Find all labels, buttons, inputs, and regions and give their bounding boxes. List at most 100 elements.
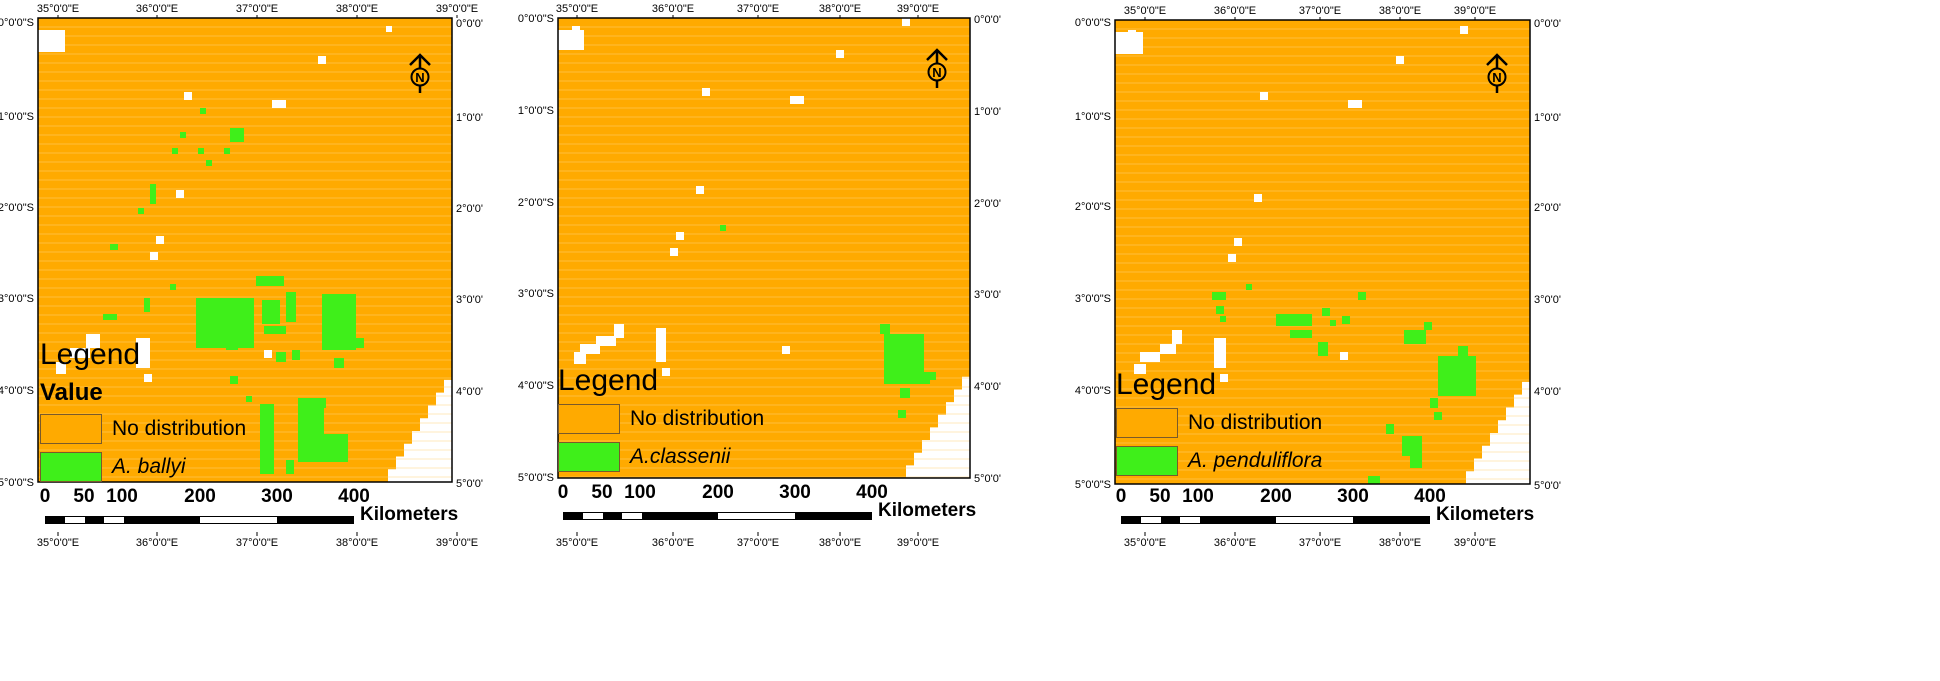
top-longitude-label: 36°0'0"E — [652, 3, 694, 15]
gap-cell — [86, 334, 100, 348]
scale-tick-label: 0 — [1115, 486, 1127, 507]
distribution-cell — [260, 404, 274, 474]
gap-cell — [662, 368, 670, 376]
legend-item-label: No distribution — [112, 417, 247, 440]
right-latitude-label: 5°0'0' — [1534, 480, 1561, 492]
bottom-longitude-label: 36°0'0"E — [136, 537, 178, 549]
bottom-longitude-label: 37°0'0"E — [236, 537, 278, 549]
scale-segment — [1352, 517, 1429, 523]
scale-segment — [602, 513, 622, 519]
no-distribution-area — [1115, 20, 1530, 484]
left-latitude-label: 4°0'0"S — [1075, 385, 1111, 397]
distribution-cell — [314, 434, 348, 462]
bottom-longitude-label: 39°0'0"E — [897, 537, 939, 549]
map-frame — [37, 17, 453, 483]
scale-tick-label: 100 — [106, 486, 138, 507]
gap-cell — [574, 352, 586, 364]
scale-segment — [64, 517, 85, 523]
legend: Legend No distribution A. penduliflora — [1116, 370, 1322, 476]
top-longitude-label: 38°0'0"E — [819, 3, 861, 15]
right-latitude-label: 4°0'0' — [974, 381, 1001, 393]
scale-unit: Kilometers — [878, 500, 977, 521]
scale-segment — [84, 517, 104, 523]
right-latitude-label: 4°0'0' — [456, 386, 483, 398]
left-latitude-label: 0°0'0"S — [518, 13, 554, 25]
right-latitude-label: 0°0'0' — [1534, 18, 1561, 30]
scale-segment — [276, 517, 353, 523]
gap-cell — [580, 344, 600, 354]
distribution-cell — [1322, 308, 1330, 316]
scale-segment — [794, 513, 871, 519]
distribution-cell — [286, 460, 294, 474]
top-longitude-label: 38°0'0"E — [1379, 5, 1421, 17]
distribution-cell — [1358, 292, 1366, 300]
distribution-cell — [1342, 316, 1350, 324]
no-distribution-area — [38, 18, 452, 482]
top-longitude-label: 37°0'0"E — [737, 3, 779, 15]
gap-cell — [1260, 92, 1268, 100]
scale-segment — [1199, 517, 1276, 523]
distribution-cell — [1404, 330, 1426, 344]
distribution-cell — [1402, 436, 1422, 456]
bottom-longitude-label: 37°0'0"E — [737, 537, 779, 549]
distribution-cell — [354, 338, 364, 348]
right-latitude-label: 3°0'0' — [456, 294, 483, 306]
gap-cell — [572, 26, 580, 34]
scale-segment — [46, 517, 65, 523]
left-latitude-label: 2°0'0"S — [518, 197, 554, 209]
bottom-longitude-label: 37°0'0"E — [1299, 537, 1341, 549]
top-longitude-label: 35°0'0"E — [37, 3, 79, 15]
distribution-cell — [318, 398, 326, 408]
gap-cell — [52, 30, 60, 38]
gap-cell — [70, 348, 90, 358]
gap-cell — [56, 362, 66, 374]
north-arrow-icon — [1486, 53, 1508, 66]
top-longitude-label: 39°0'0"E — [1454, 5, 1496, 17]
right-latitude-label: 4°0'0' — [1534, 386, 1561, 398]
scale-segment — [1276, 517, 1353, 523]
gap-cell — [670, 248, 678, 256]
scale-tick-label: 400 — [1414, 486, 1446, 507]
scale-bar-segments — [1121, 516, 1430, 524]
gap-cell — [264, 350, 272, 358]
distribution-cell — [334, 358, 344, 368]
distribution-cell — [180, 132, 186, 138]
distribution-cell — [1330, 320, 1336, 326]
distribution-cell — [1410, 456, 1422, 468]
scale-unit: Kilometers — [1436, 504, 1535, 525]
distribution-cell — [103, 314, 117, 320]
gap-cell — [1460, 26, 1468, 34]
gap-cell — [318, 56, 326, 64]
distribution-cell — [1430, 398, 1438, 408]
bottom-longitude-label: 35°0'0"E — [1124, 537, 1166, 549]
gap-cell — [902, 18, 910, 26]
left-latitude-label: 3°0'0"S — [1075, 293, 1111, 305]
distribution-cell — [150, 184, 156, 204]
scale-tick-label: 50 — [1149, 486, 1171, 507]
top-longitude-label: 37°0'0"E — [236, 3, 278, 15]
north-arrow-icon — [409, 53, 431, 66]
distribution-cell — [224, 148, 230, 154]
gap-cell — [1128, 30, 1136, 38]
legend-item: No distribution — [558, 404, 764, 434]
gap-cell — [1220, 374, 1228, 382]
scale-tick-label: 400 — [856, 482, 888, 503]
distribution-cell — [292, 350, 300, 360]
distribution-cell — [170, 284, 176, 290]
distribution-cell — [1434, 412, 1442, 420]
left-latitude-label: 1°0'0"S — [1075, 111, 1111, 123]
scale-bar: 0 50 100 200 300 400 Kilometers — [1116, 486, 1536, 526]
left-latitude-label: 0°0'0"S — [0, 17, 34, 29]
scale-segment — [641, 513, 718, 519]
legend-item: No distribution — [40, 414, 246, 444]
distribution-cell — [172, 148, 178, 154]
distribution-cell — [256, 276, 284, 286]
gap-cell — [1348, 100, 1362, 108]
scale-tick-label: 0 — [39, 486, 51, 507]
distribution-cell — [144, 298, 150, 312]
scale-tick-label: 200 — [1260, 486, 1292, 507]
gap-cell — [702, 88, 710, 96]
scale-segment — [621, 513, 642, 519]
no-distribution-swatch — [558, 404, 620, 434]
